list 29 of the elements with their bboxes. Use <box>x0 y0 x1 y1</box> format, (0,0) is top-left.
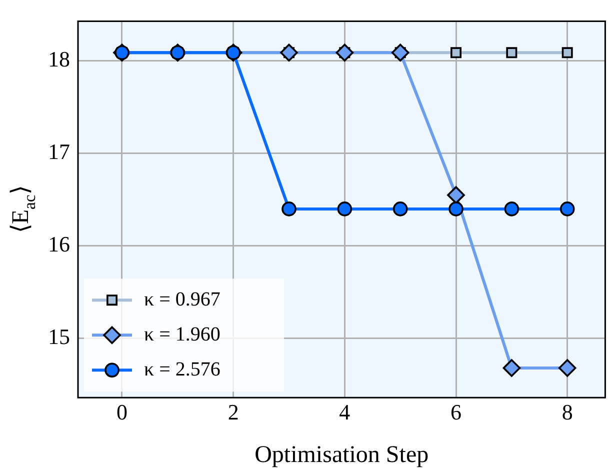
x-tick-label: 2 <box>228 400 239 425</box>
y-tick-label: 17 <box>48 139 70 164</box>
point <box>447 186 465 204</box>
y-tick-label: 16 <box>48 232 70 257</box>
point <box>392 202 408 216</box>
y-tick-label: 18 <box>48 46 70 72</box>
y-tick-label: 15 <box>48 324 70 350</box>
point <box>502 359 521 377</box>
legend-label: κ = 1.960 <box>144 323 220 346</box>
point <box>450 47 462 58</box>
x-tick-label: 8 <box>562 400 573 425</box>
point <box>558 359 576 377</box>
x-tick-label: 6 <box>450 400 462 425</box>
legend-label: κ = 2.576 <box>144 358 220 380</box>
x-axis-title: Optimisation Step <box>254 442 429 468</box>
point <box>280 44 298 62</box>
point <box>504 202 520 216</box>
point <box>282 202 296 216</box>
point <box>506 47 518 58</box>
point <box>337 202 352 216</box>
point <box>336 44 354 62</box>
point <box>391 44 410 62</box>
point <box>562 47 573 58</box>
point <box>560 202 575 216</box>
x-tick-label: 4 <box>339 400 350 425</box>
legend-label: κ = 0.967 <box>144 288 220 310</box>
point <box>448 202 464 216</box>
x-tick-label: 0 <box>116 400 128 425</box>
y-axis-title: ⟨Eac⟩ <box>8 186 40 234</box>
